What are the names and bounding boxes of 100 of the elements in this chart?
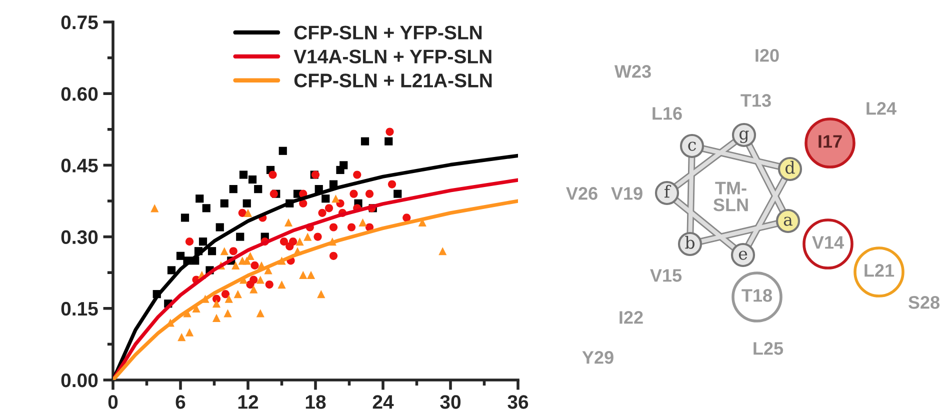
- point: [394, 190, 402, 198]
- point: [198, 238, 208, 246]
- point: [270, 190, 278, 198]
- point: [238, 208, 246, 217]
- point: [365, 190, 374, 198]
- point: [220, 199, 228, 208]
- point: [306, 270, 316, 280]
- point: [234, 290, 242, 298]
- point: [288, 238, 298, 246]
- text: a: [784, 216, 792, 226]
- point: [212, 300, 221, 308]
- legend-label: CFP-SLN + YFP-SLN: [294, 26, 482, 40]
- point: [224, 294, 233, 303]
- text: I22: [620, 311, 643, 324]
- point: [322, 194, 330, 203]
- text: T13: [740, 94, 771, 107]
- point: [438, 247, 447, 256]
- x-tick-label: 0: [108, 395, 118, 409]
- point: [265, 280, 274, 289]
- point: [216, 223, 224, 232]
- text: d: [785, 160, 795, 174]
- text: L21: [864, 264, 894, 277]
- x-tick-label: 30: [440, 395, 461, 409]
- point: [232, 261, 240, 270]
- y-tick-label: 0.45: [61, 158, 98, 172]
- x-tick-label: 6: [176, 395, 186, 409]
- point: [284, 218, 293, 227]
- point: [299, 199, 308, 208]
- point: [246, 252, 254, 260]
- y-tick-label: 0.30: [61, 230, 98, 244]
- point: [360, 137, 370, 146]
- point: [250, 261, 259, 270]
- point: [220, 247, 228, 256]
- point: [229, 185, 238, 194]
- text: c: [688, 142, 696, 151]
- point: [353, 170, 362, 179]
- point: [212, 314, 221, 322]
- text: S28: [908, 296, 940, 309]
- text: TM- SLN: [713, 182, 748, 212]
- text: V14: [812, 236, 844, 249]
- point: [250, 276, 258, 284]
- point: [196, 194, 204, 203]
- text: I17: [818, 135, 842, 148]
- point: [384, 137, 393, 146]
- x-tick-label: 12: [238, 395, 258, 409]
- point: [318, 208, 326, 217]
- point: [329, 223, 338, 232]
- point: [208, 247, 216, 256]
- point: [224, 309, 232, 318]
- point: [167, 266, 176, 274]
- text: f: [664, 184, 672, 198]
- point: [299, 270, 308, 280]
- point: [278, 280, 286, 289]
- point: [388, 180, 396, 188]
- text: g: [739, 130, 749, 144]
- point: [347, 223, 356, 232]
- point: [296, 238, 304, 246]
- point: [304, 232, 312, 241]
- text: I20: [756, 49, 779, 62]
- point: [332, 194, 340, 203]
- point: [402, 214, 411, 222]
- point: [314, 232, 322, 241]
- text: T18: [742, 289, 772, 302]
- point: [340, 161, 348, 170]
- point: [176, 252, 185, 260]
- y-tick-label: 0.75: [61, 15, 98, 30]
- text: Y29: [582, 351, 614, 364]
- text: L16: [652, 107, 682, 120]
- y-tick-label: 0.00: [61, 373, 98, 388]
- point: [185, 238, 194, 246]
- point: [278, 146, 287, 155]
- point: [236, 232, 244, 241]
- text: e: [738, 250, 748, 260]
- text: V19: [611, 187, 642, 200]
- text: b: [685, 236, 694, 249]
- text: V26: [566, 187, 598, 200]
- point: [350, 190, 358, 198]
- point: [358, 218, 367, 227]
- x-tick-label: 18: [306, 395, 326, 409]
- point: [244, 208, 252, 217]
- point: [324, 204, 334, 212]
- x-tick-label: 24: [372, 395, 394, 409]
- point: [221, 290, 230, 298]
- point: [386, 128, 394, 136]
- point: [185, 328, 194, 336]
- point: [178, 332, 186, 342]
- point: [250, 285, 258, 294]
- point: [180, 214, 190, 222]
- point: [256, 309, 264, 318]
- y-tick-label: 0.15: [61, 302, 98, 316]
- point: [202, 204, 210, 212]
- x-tick-label: 36: [508, 395, 528, 409]
- legend-label: V14A-SLN + YFP-SLN: [294, 50, 492, 64]
- legend-label: CFP-SLN + L21A-SLN: [294, 74, 492, 88]
- text: V15: [650, 269, 682, 282]
- point: [150, 204, 159, 212]
- point: [254, 185, 262, 194]
- point: [229, 247, 238, 256]
- text: L24: [866, 102, 896, 115]
- point: [280, 238, 288, 246]
